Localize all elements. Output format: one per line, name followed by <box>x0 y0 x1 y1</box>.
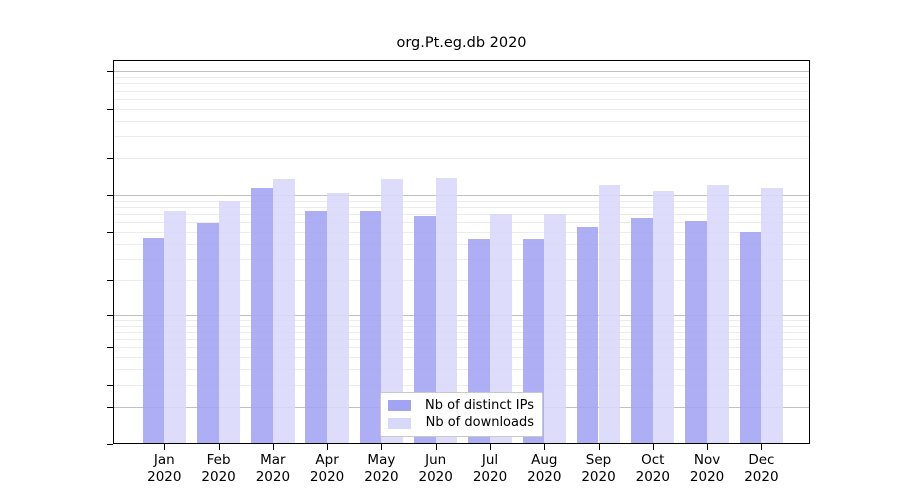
bar-dec-distinct-ips <box>739 231 762 444</box>
x-axis-month-label-oct: Oct 2020 <box>635 452 670 485</box>
bar-nov-distinct-ips <box>685 220 708 444</box>
y-tick-10 <box>107 314 113 316</box>
gridline-9 <box>114 319 810 321</box>
x-axis-month-label-feb: Feb 2020 <box>201 452 236 485</box>
chart-title: org.Pt.eg.db 2020 <box>396 35 527 51</box>
gridline-4 <box>114 357 810 359</box>
bar-dec-downloads <box>761 188 784 444</box>
gridline-70 <box>114 214 810 216</box>
x-axis-month-label-aug: Aug 2020 <box>527 452 562 485</box>
bar-sep-distinct-ips <box>576 226 599 444</box>
x-tick-apr <box>327 444 329 450</box>
y-tick-1000 <box>107 71 113 73</box>
y-tick-50 <box>107 231 113 233</box>
x-axis-month-label-jun: Jun 2020 <box>418 452 453 485</box>
y-tick-100 <box>107 195 113 197</box>
gridline-400 <box>114 120 810 122</box>
legend-label-downloads: Nb of downloads <box>425 415 534 431</box>
x-tick-feb <box>218 444 220 450</box>
x-axis-month-label-dec: Dec 2020 <box>744 452 779 485</box>
bar-jul-downloads <box>490 214 512 444</box>
x-tick-jul <box>490 444 491 450</box>
x-axis-month-label-sep: Sep 2020 <box>581 452 616 485</box>
legend-item-downloads: Nb of downloads <box>388 415 534 431</box>
bar-may-downloads <box>381 178 404 444</box>
legend-item-distinct-ips: Nb of distinct IPs <box>388 398 534 414</box>
bar-aug-downloads <box>544 214 566 444</box>
x-tick-nov <box>707 444 709 450</box>
x-axis-month-label-nov: Nov 2020 <box>689 452 725 485</box>
bar-sep-downloads <box>598 185 621 444</box>
x-axis-month-label-mar: Mar 2020 <box>255 452 291 485</box>
gridline-80 <box>114 207 810 208</box>
bar-oct-downloads <box>652 191 675 444</box>
gridline-90 <box>114 200 810 202</box>
x-tick-jun <box>435 444 437 450</box>
x-tick-mar <box>272 444 274 450</box>
gridline-6 <box>114 339 810 340</box>
gridline-10 <box>114 314 810 316</box>
bar-oct-distinct-ips <box>631 218 653 444</box>
y-tick-200 <box>107 157 113 159</box>
gridline-3 <box>114 369 810 371</box>
gridline-5 <box>114 347 810 349</box>
bar-feb-distinct-ips <box>196 223 219 444</box>
x-tick-may <box>381 444 383 450</box>
gridline-100 <box>114 195 810 197</box>
bar-nov-downloads <box>707 184 729 444</box>
gridline-900 <box>114 77 810 78</box>
gridline-8 <box>114 325 810 327</box>
x-axis-month-label-may: May 2020 <box>364 452 399 485</box>
y-tick-0 <box>107 444 113 445</box>
bar-feb-downloads <box>218 201 241 444</box>
y-tick-2 <box>107 384 113 386</box>
gridline-200 <box>114 157 810 159</box>
bar-jan-distinct-ips <box>142 237 165 444</box>
y-tick-1 <box>107 406 113 408</box>
gridline-30 <box>114 258 810 260</box>
y-tick-20 <box>107 279 113 281</box>
legend: Nb of distinct IPs Nb of downloads <box>380 392 543 437</box>
y-tick-5 <box>107 347 113 349</box>
bar-mar-distinct-ips <box>251 188 273 444</box>
gridline-60 <box>114 222 810 224</box>
x-tick-sep <box>598 444 600 450</box>
x-tick-jan <box>164 444 166 450</box>
gridline-20 <box>114 279 810 281</box>
legend-swatch-downloads-icon <box>388 417 411 429</box>
legend-swatch-distinct-ips-icon <box>388 400 411 412</box>
x-tick-dec <box>761 444 763 450</box>
gridline-800 <box>114 83 810 85</box>
x-tick-oct <box>652 444 654 450</box>
bar-may-distinct-ips <box>359 211 382 444</box>
gridline-300 <box>114 136 810 138</box>
gridline-600 <box>114 98 810 100</box>
gridline-700 <box>114 90 810 92</box>
gridline-40 <box>114 243 810 245</box>
x-axis-month-label-jul: Jul 2020 <box>472 452 508 485</box>
gridline-50 <box>114 231 810 233</box>
x-axis-month-label-jan: Jan 2020 <box>147 452 182 485</box>
y-tick-500 <box>107 108 113 110</box>
gridline-500 <box>114 108 810 110</box>
bar-jun-downloads <box>435 177 458 444</box>
bar-apr-distinct-ips <box>305 211 328 444</box>
x-tick-aug <box>544 444 546 450</box>
gridline-1000 <box>114 71 810 73</box>
x-axis-month-label-apr: Apr 2020 <box>309 452 345 485</box>
gridline-2 <box>114 384 810 386</box>
bar-apr-downloads <box>327 193 349 444</box>
bar-jun-distinct-ips <box>414 216 436 444</box>
gridline-7 <box>114 331 810 333</box>
bar-mar-downloads <box>272 179 295 444</box>
bar-jan-downloads <box>164 211 186 444</box>
legend-label-distinct-ips: Nb of distinct IPs <box>425 397 534 413</box>
